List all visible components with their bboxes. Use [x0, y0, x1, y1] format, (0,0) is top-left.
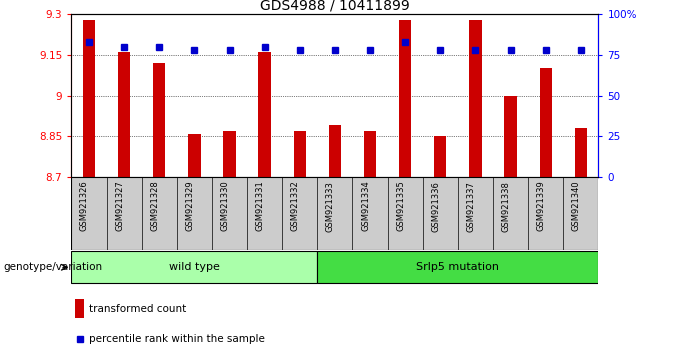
Bar — [318, 251, 598, 283]
Text: GSM921331: GSM921331 — [256, 181, 265, 232]
Text: GSM921335: GSM921335 — [396, 181, 405, 232]
Bar — [434, 136, 447, 177]
Text: wild type: wild type — [169, 262, 220, 272]
Text: GSM921338: GSM921338 — [502, 181, 511, 232]
Bar — [83, 19, 95, 177]
Bar — [469, 19, 481, 177]
Bar — [188, 133, 201, 177]
Text: GSM921337: GSM921337 — [466, 181, 475, 232]
Bar — [223, 131, 236, 177]
Text: GSM921329: GSM921329 — [186, 181, 194, 231]
Bar — [75, 299, 84, 318]
Text: GSM921332: GSM921332 — [291, 181, 300, 232]
Text: GSM921327: GSM921327 — [115, 181, 124, 232]
Text: GSM921336: GSM921336 — [431, 181, 441, 232]
Text: GSM921334: GSM921334 — [361, 181, 370, 232]
Bar — [71, 251, 318, 283]
Bar — [258, 52, 271, 177]
Text: genotype/variation: genotype/variation — [3, 262, 103, 272]
Text: Srlp5 mutation: Srlp5 mutation — [416, 262, 499, 272]
Bar — [118, 52, 131, 177]
Bar — [539, 68, 552, 177]
Title: GDS4988 / 10411899: GDS4988 / 10411899 — [260, 0, 410, 13]
Bar — [328, 125, 341, 177]
Text: transformed count: transformed count — [88, 304, 186, 314]
Text: percentile rank within the sample: percentile rank within the sample — [88, 333, 265, 343]
Bar — [505, 96, 517, 177]
Text: GSM921333: GSM921333 — [326, 181, 335, 232]
Text: GSM921339: GSM921339 — [537, 181, 546, 232]
Text: GSM921326: GSM921326 — [80, 181, 89, 232]
Bar — [364, 131, 376, 177]
Text: GSM921340: GSM921340 — [572, 181, 581, 231]
Bar — [575, 128, 587, 177]
Text: GSM921328: GSM921328 — [150, 181, 159, 232]
Bar — [399, 19, 411, 177]
Bar — [153, 63, 165, 177]
Bar — [294, 131, 306, 177]
Text: GSM921330: GSM921330 — [220, 181, 230, 232]
